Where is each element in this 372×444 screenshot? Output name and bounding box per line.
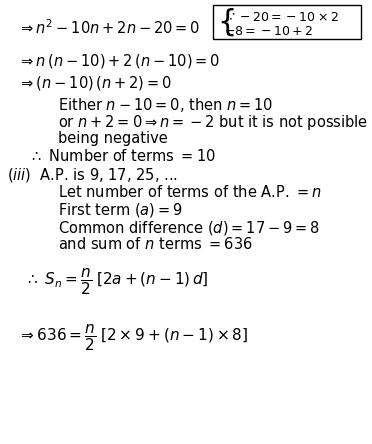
Text: $\Rightarrow 636 = \dfrac{n}{2}\;[2 \times 9 + (n-1) \times 8]$: $\Rightarrow 636 = \dfrac{n}{2}\;[2 \tim… xyxy=(18,323,248,353)
Text: Let number of terms of the A.P. $= n$: Let number of terms of the A.P. $= n$ xyxy=(58,184,322,200)
FancyBboxPatch shape xyxy=(213,5,361,39)
Text: $-8 = -10 + 2$: $-8 = -10 + 2$ xyxy=(224,25,313,38)
Text: Common difference $(d) = 17 - 9 = 8$: Common difference $(d) = 17 - 9 = 8$ xyxy=(58,218,320,237)
Text: $\Rightarrow (n - 10)\,(n + 2) = 0$: $\Rightarrow (n - 10)\,(n + 2) = 0$ xyxy=(18,74,172,92)
Text: being negative: being negative xyxy=(58,131,168,146)
Text: $\Rightarrow n^2 - 10n + 2n - 20 = 0$: $\Rightarrow n^2 - 10n + 2n - 20 = 0$ xyxy=(18,18,201,37)
Text: $\Rightarrow n\,(n - 10) + 2\,(n - 10) = 0$: $\Rightarrow n\,(n - 10) + 2\,(n - 10) =… xyxy=(18,52,220,70)
Text: First term $(a) = 9$: First term $(a) = 9$ xyxy=(58,201,183,219)
Text: or $n + 2 = 0 \Rightarrow n = -2$ but it is not possible: or $n + 2 = 0 \Rightarrow n = -2$ but it… xyxy=(58,113,368,132)
Text: $\therefore\; S_n = \dfrac{n}{2}\;[2a + (n-1)\,d]$: $\therefore\; S_n = \dfrac{n}{2}\;[2a + … xyxy=(25,268,209,297)
Text: $(iii)$  A.P. is 9, 17, 25, ...: $(iii)$ A.P. is 9, 17, 25, ... xyxy=(7,166,178,184)
Text: and sum of $n$ terms $= 636$: and sum of $n$ terms $= 636$ xyxy=(58,236,253,252)
Text: $\{$: $\{$ xyxy=(217,6,234,38)
Text: Either $n - 10 = 0$, then $n = 10$: Either $n - 10 = 0$, then $n = 10$ xyxy=(58,96,273,114)
Text: $\because -20 = -10 \times 2$: $\because -20 = -10 \times 2$ xyxy=(224,11,339,24)
Text: $\therefore$ Number of terms $= 10$: $\therefore$ Number of terms $= 10$ xyxy=(29,148,216,164)
